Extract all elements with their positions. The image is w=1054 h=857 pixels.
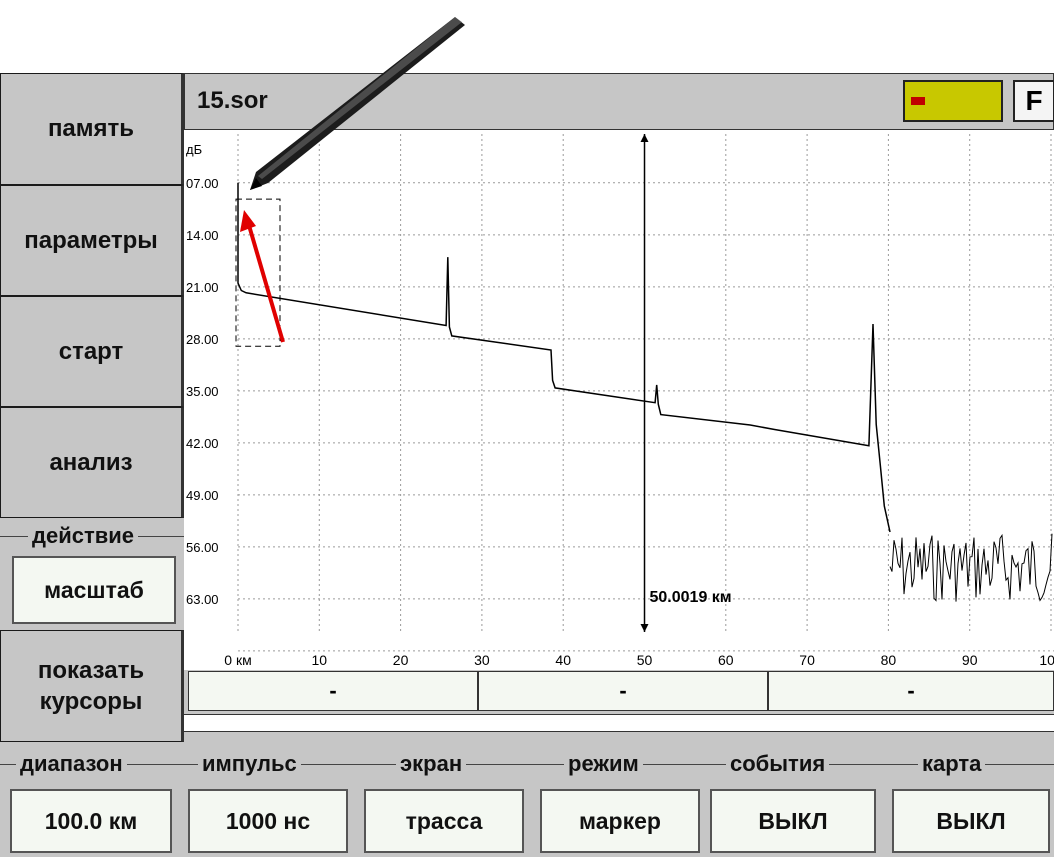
start-button[interactable]: старт	[0, 296, 184, 407]
cursor-readout-2-value: -	[619, 678, 627, 703]
show-cursors-button[interactable]: показать курсоры	[0, 630, 184, 742]
screen-label: экран	[396, 751, 467, 777]
pulse-group: импульс 1000 нс	[176, 742, 352, 857]
range-value: 100.0 км	[44, 807, 138, 834]
y-tick-label: 49.00	[186, 488, 219, 503]
map-value: ВЫКЛ	[936, 807, 1006, 834]
x-tick-label: 30	[474, 652, 490, 668]
trace-chart[interactable]: дБ 07.00 14.00 21.00 28.00 35.00 42.00 49.00 56.…	[184, 130, 1054, 670]
range-value-box[interactable]: 100.0 км	[10, 789, 172, 853]
trace-line	[237, 182, 891, 533]
bottom-panel: диапазон 100.0 км импульс 1000 нс экран …	[0, 742, 1054, 857]
screen-value-box[interactable]: трасса	[364, 789, 524, 853]
x-tick-label: 50	[637, 652, 653, 668]
mode-value: маркер	[579, 807, 661, 834]
y-tick-label: 14.00	[186, 228, 219, 243]
events-value: ВЫКЛ	[758, 807, 828, 834]
marker-arrow-bottom	[640, 624, 649, 632]
action-value: масштаб	[44, 576, 144, 603]
memory-button-label: память	[47, 115, 135, 143]
events-label: события	[726, 751, 830, 777]
title-bar: 15.sor F	[184, 73, 1054, 130]
show-cursors-label-line1: показать	[37, 656, 145, 684]
y-tick-label: 42.00	[186, 436, 219, 451]
cursor-readout-1: -	[188, 671, 478, 711]
pulse-label: импульс	[198, 751, 301, 777]
f-button[interactable]: F	[1013, 80, 1054, 122]
action-value-box[interactable]: масштаб	[12, 556, 176, 624]
cursor-readout-2: -	[478, 671, 768, 711]
x-tick-label: 60	[718, 652, 734, 668]
mode-value-box[interactable]: маркер	[540, 789, 700, 853]
y-axis-unit-label: дБ	[186, 142, 202, 157]
map-group: карта ВЫКЛ	[880, 742, 1054, 857]
action-label: действие	[28, 523, 139, 549]
action-group-header: действие	[0, 518, 184, 554]
memory-button[interactable]: память	[0, 73, 184, 185]
map-value-box[interactable]: ВЫКЛ	[892, 789, 1050, 853]
screen-group: экран трасса	[352, 742, 528, 857]
battery-indicator	[903, 80, 1003, 122]
x-tick-label: 0 км	[224, 652, 251, 668]
parameters-button-label: параметры	[24, 226, 158, 254]
y-tick-label: 56.00	[186, 540, 219, 555]
range-group: диапазон 100.0 км	[0, 742, 176, 857]
mode-group: режим маркер	[528, 742, 704, 857]
events-group: события ВЫКЛ	[704, 742, 880, 857]
zoom-selection-box	[235, 198, 281, 347]
y-tick-label: 07.00	[186, 176, 219, 191]
y-tick-label: 28.00	[186, 332, 219, 347]
marker-arrow-top	[640, 134, 649, 142]
x-tick-label: 70	[799, 652, 815, 668]
x-tick-label: 80	[881, 652, 897, 668]
x-tick-label: 40	[555, 652, 571, 668]
x-tick-label: 90	[962, 652, 978, 668]
cursor-readout-3: -	[768, 671, 1054, 711]
map-label: карта	[918, 751, 986, 777]
events-value-box[interactable]: ВЫКЛ	[710, 789, 876, 853]
mode-label: режим	[564, 751, 643, 777]
screen-value: трасса	[405, 807, 483, 834]
parameters-button[interactable]: параметры	[0, 185, 184, 296]
marker-distance-label: 50.0019 км	[650, 589, 732, 606]
file-name: 15.sor	[197, 87, 268, 114]
show-cursors-label-line2: курсоры	[39, 688, 143, 715]
pulse-value-box[interactable]: 1000 нс	[188, 789, 348, 853]
x-tick-label: 20	[393, 652, 409, 668]
analysis-button[interactable]: анализ	[0, 407, 184, 518]
range-label: диапазон	[16, 751, 127, 777]
noise-trace	[889, 533, 1053, 602]
y-tick-label: 63.00	[186, 592, 219, 607]
action-group: действие масштаб	[0, 518, 184, 630]
x-tick-label: 10	[312, 652, 328, 668]
cursor-readout-3-value: -	[907, 678, 915, 703]
cursor-readout-1-value: -	[329, 678, 337, 703]
x-tick-label: 100	[1039, 652, 1054, 668]
start-button-label: старт	[58, 337, 124, 365]
trace-scrollbar[interactable]	[184, 714, 1054, 732]
cursor-panel: - - -	[184, 670, 1054, 742]
y-tick-label: 21.00	[186, 280, 219, 295]
y-tick-label: 35.00	[186, 384, 219, 399]
analysis-button-label: анализ	[49, 448, 133, 476]
pulse-value: 1000 нс	[225, 807, 311, 834]
f-button-label: F	[1025, 85, 1043, 116]
